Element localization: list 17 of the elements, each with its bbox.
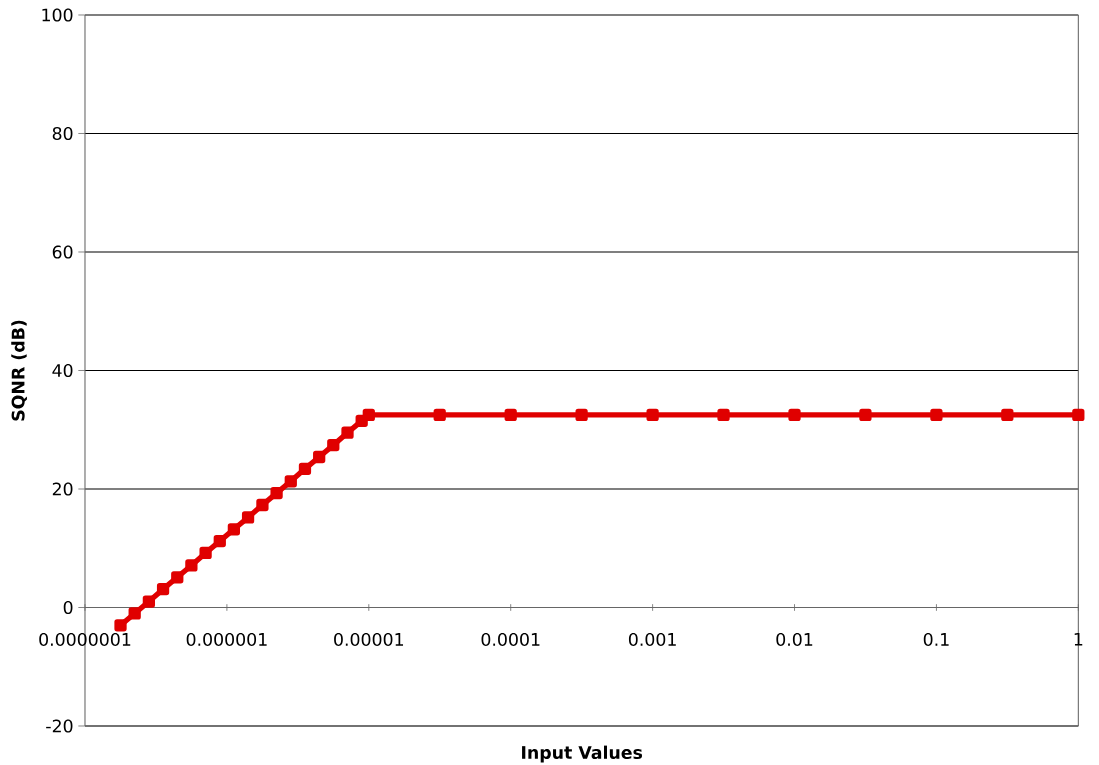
y-tick-label: 100 bbox=[42, 8, 73, 22]
y-tick-label: 60 bbox=[52, 245, 73, 259]
y-tick-label: 20 bbox=[52, 482, 73, 496]
x-tick-label: 0.001 bbox=[628, 632, 676, 646]
y-tick-label: 40 bbox=[52, 363, 73, 378]
x-tick-label: 0.0000001 bbox=[39, 632, 131, 646]
x-axis-title: Input Values bbox=[522, 745, 643, 763]
x-tick-label: 0.1 bbox=[923, 632, 949, 646]
x-tick-label: 1 bbox=[1074, 632, 1083, 646]
y-axis-title: SQNR (dB) bbox=[11, 320, 27, 421]
y-tick-label: -20 bbox=[46, 719, 73, 733]
y-tick-label: 80 bbox=[52, 126, 73, 141]
y-tick-label: 0 bbox=[63, 600, 73, 615]
x-tick-label: 0.01 bbox=[776, 632, 813, 646]
x-tick-label: 0.000001 bbox=[186, 632, 267, 646]
x-tick-label: 0.00001 bbox=[334, 632, 404, 646]
x-tick-label: 0.0001 bbox=[481, 632, 540, 646]
